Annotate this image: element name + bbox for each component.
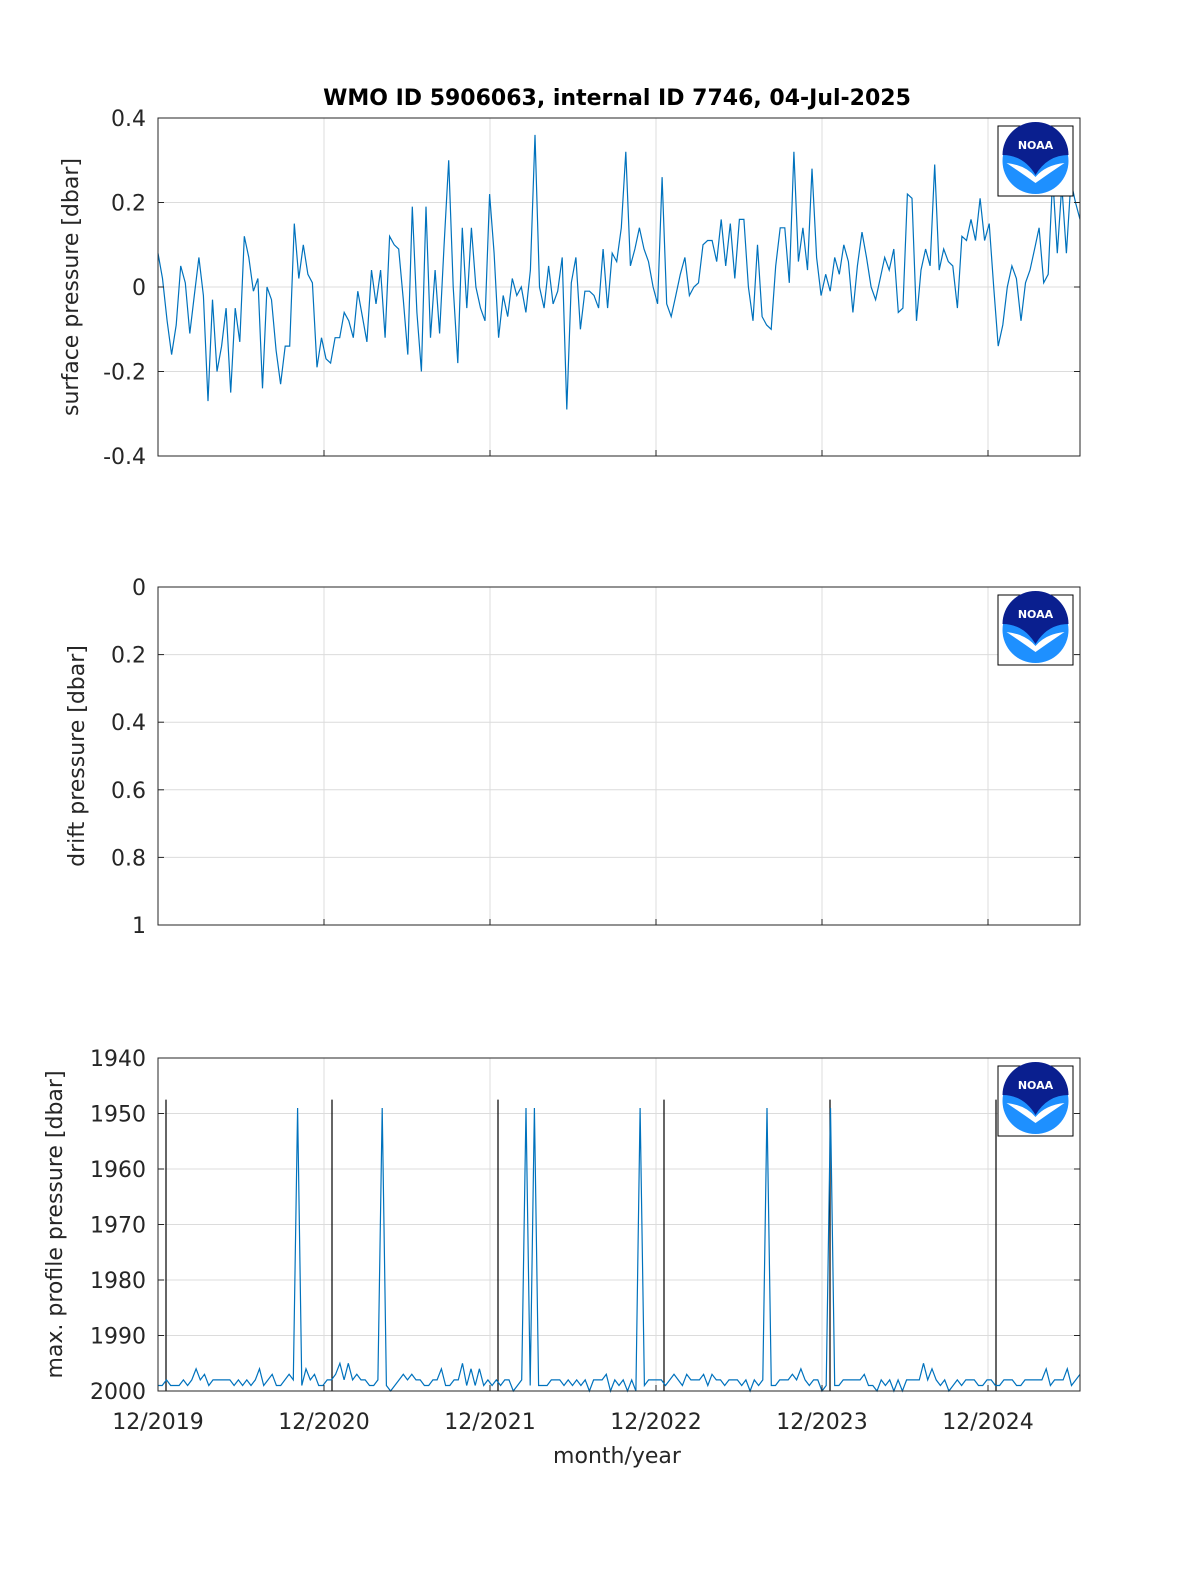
x-tick-label: 12/2023 — [776, 1410, 867, 1435]
max-profile-pressure-ylabel: max. profile pressure [dbar] — [43, 1070, 68, 1378]
noaa-logo-2: NOAA — [997, 591, 1074, 666]
logo-gull — [1006, 632, 1065, 652]
y-tick-label: 1 — [132, 914, 146, 939]
drift-pressure-axes: 0 0.2 0.4 0.6 0.8 1 drift pressure [dbar] NOA… — [65, 576, 1081, 939]
noaa-logo-1: NOAA — [997, 122, 1074, 197]
y-tick-label: 1970 — [90, 1214, 146, 1239]
drift-pressure-ylabel: drift pressure [dbar] — [65, 645, 90, 867]
x-tick-label: 12/2024 — [942, 1410, 1033, 1435]
logo-gull — [1006, 163, 1065, 183]
y-tick-label: 1940 — [90, 1047, 146, 1072]
y-tick-label: 0.8 — [111, 846, 146, 871]
surface-pressure-axes: -0.4-0.200.20.4 surface pressure [dbar] … — [59, 107, 1081, 470]
logo-dark-half — [1002, 1062, 1069, 1115]
y-tick-label: 0.2 — [111, 644, 146, 669]
y-tick-label: 0.4 — [111, 711, 146, 736]
logo-text: NOAA — [1018, 608, 1054, 621]
drift-pressure-frame — [157, 586, 1081, 926]
y-tick-label: 1990 — [90, 1325, 146, 1350]
y-tick-label: -0.2 — [103, 361, 146, 386]
x-tick-label: 12/2020 — [278, 1410, 369, 1435]
logo-text: NOAA — [1018, 139, 1054, 152]
y-tick-label: 1960 — [90, 1158, 146, 1183]
logo-dark-half — [1002, 122, 1069, 175]
figure-title: WMO ID 5906063, internal ID 7746, 04-Jul… — [323, 86, 911, 111]
x-tick-label: 12/2021 — [444, 1410, 535, 1435]
max-profile-pressure-line — [158, 1107, 1081, 1393]
y-tick-label: 0.6 — [111, 779, 146, 804]
y-tick-label: 0.2 — [111, 192, 146, 217]
logo-text: NOAA — [1018, 1079, 1054, 1092]
y-tick-label: 1950 — [90, 1103, 146, 1128]
y-tick-label: 0.4 — [111, 107, 146, 132]
y-tick-label: -0.4 — [103, 445, 146, 470]
logo-dark-half — [1002, 591, 1069, 644]
x-tick-label: 12/2019 — [112, 1410, 203, 1435]
y-tick-label: 0 — [132, 576, 146, 601]
x-tick-label: 12/2022 — [610, 1410, 701, 1435]
max-profile-pressure-axes: 1940 1950 1960 1970 1980 1990 2000 12/2019 12/2… — [43, 1047, 1081, 1435]
x-axis-label: month/year — [553, 1444, 682, 1469]
noaa-logo-3: NOAA — [997, 1062, 1074, 1137]
y-tick-label: 2000 — [90, 1380, 146, 1405]
y-tick-label: 1980 — [90, 1269, 146, 1294]
y-tick-label: 0 — [132, 276, 146, 301]
surface-pressure-ylabel: surface pressure [dbar] — [59, 158, 84, 416]
logo-gull — [1006, 1103, 1065, 1123]
surface-pressure-line — [157, 134, 1081, 410]
